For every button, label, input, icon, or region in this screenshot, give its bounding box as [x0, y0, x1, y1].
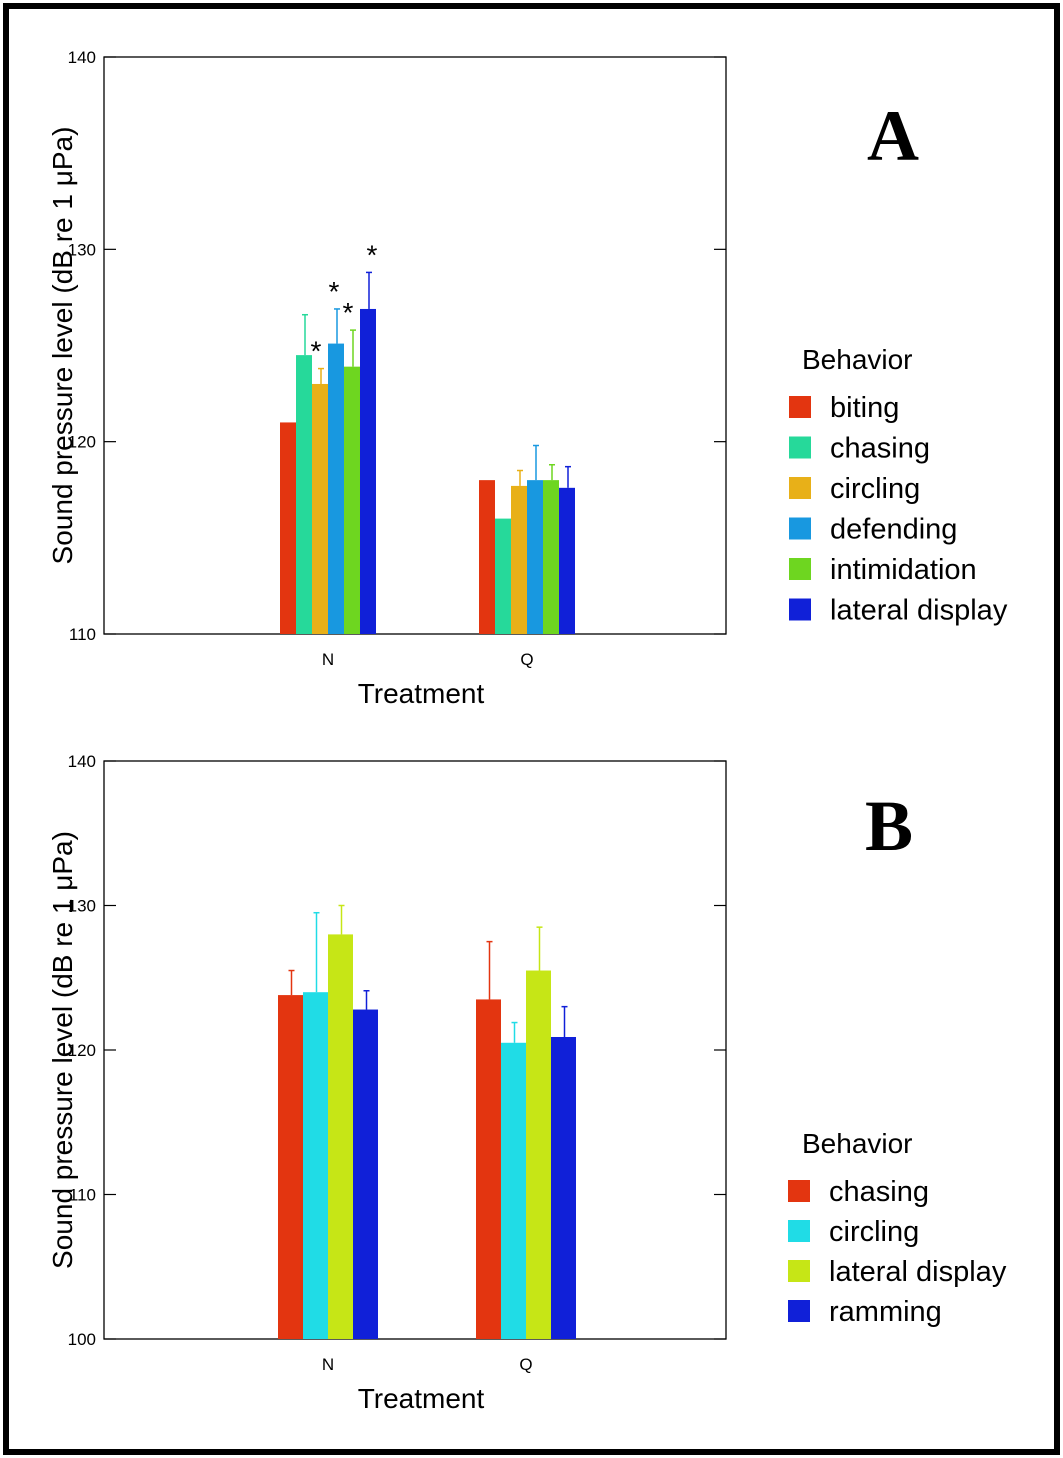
bar: [278, 995, 303, 1339]
y-tick-label: 110: [69, 625, 96, 644]
significance-star: *: [343, 297, 354, 328]
x-axis-title: Treatment: [358, 1383, 485, 1414]
legend-label: ramming: [829, 1296, 942, 1328]
y-axis-title: Sound pressure level (dB re 1 μPa): [47, 831, 78, 1269]
legend-label: chasing: [830, 433, 930, 465]
legend-label: lateral display: [829, 1256, 1007, 1288]
significance-star: *: [367, 239, 378, 270]
bar: [280, 422, 296, 634]
bar: [476, 999, 501, 1339]
legend-swatch: [789, 396, 811, 418]
x-tick-label: N: [322, 1355, 334, 1374]
bar: [501, 1042, 526, 1339]
y-tick-label: 120: [68, 433, 96, 452]
x-tick-label: Q: [520, 650, 533, 669]
bar: [495, 518, 511, 634]
y-tick-label: 110: [69, 1186, 96, 1205]
bar: [312, 383, 328, 634]
legend-swatch: [788, 1260, 810, 1282]
legend-title: Behavior: [802, 1128, 913, 1159]
panel-letter: B: [865, 786, 913, 866]
legend-label: circling: [830, 473, 920, 505]
legend-swatch: [789, 598, 811, 621]
y-tick-label: 100: [68, 1330, 96, 1349]
legend-label: lateral display: [830, 595, 1008, 627]
legend-swatch: [789, 517, 811, 540]
legend-label: biting: [830, 392, 899, 424]
legend-swatch: [788, 1300, 810, 1322]
bar: [511, 485, 527, 634]
bar: [527, 480, 543, 634]
bar: [551, 1036, 576, 1339]
legend-swatch: [788, 1220, 810, 1242]
panel-b: 100 110 120 130 140 N Q Treatment Sound pressure…: [47, 752, 1007, 1414]
bar: [526, 970, 551, 1339]
bar: [344, 366, 360, 634]
bar: [360, 308, 376, 634]
legend-swatch: [788, 1180, 810, 1202]
plot-area: [103, 56, 727, 635]
significance-star: *: [311, 336, 322, 367]
y-tick-label: 130: [68, 240, 96, 259]
bar: [479, 480, 495, 634]
bar: [543, 480, 559, 634]
y-tick-label: 140: [68, 48, 96, 67]
bar: [559, 487, 575, 634]
legend-title: Behavior: [802, 344, 913, 375]
panel-a: 110 120 130 140 N Q Treatment Sound pressure le…: [47, 48, 1008, 709]
legend-label: circling: [829, 1216, 919, 1248]
x-axis-title: Treatment: [358, 678, 485, 709]
legend-label: defending: [830, 514, 957, 546]
x-tick-label: Q: [519, 1355, 532, 1374]
legend-swatch: [789, 558, 811, 580]
significance-star: *: [329, 276, 340, 307]
y-tick-label: 130: [68, 897, 96, 916]
bar: [328, 343, 344, 634]
panel-letter: A: [867, 96, 919, 176]
legend-swatch: [789, 436, 811, 459]
y-tick-label: 140: [68, 752, 96, 771]
bar: [296, 355, 312, 634]
x-tick-label: N: [322, 650, 334, 669]
bar: [353, 1009, 378, 1339]
legend-label: intimidation: [830, 554, 977, 586]
legend-label: chasing: [829, 1176, 929, 1208]
bar: [328, 934, 353, 1339]
legend-swatch: [789, 477, 811, 499]
bar: [303, 992, 328, 1339]
y-axis-title: Sound pressure level (dB re 1 μPa): [47, 127, 78, 565]
y-tick-label: 120: [68, 1041, 96, 1060]
